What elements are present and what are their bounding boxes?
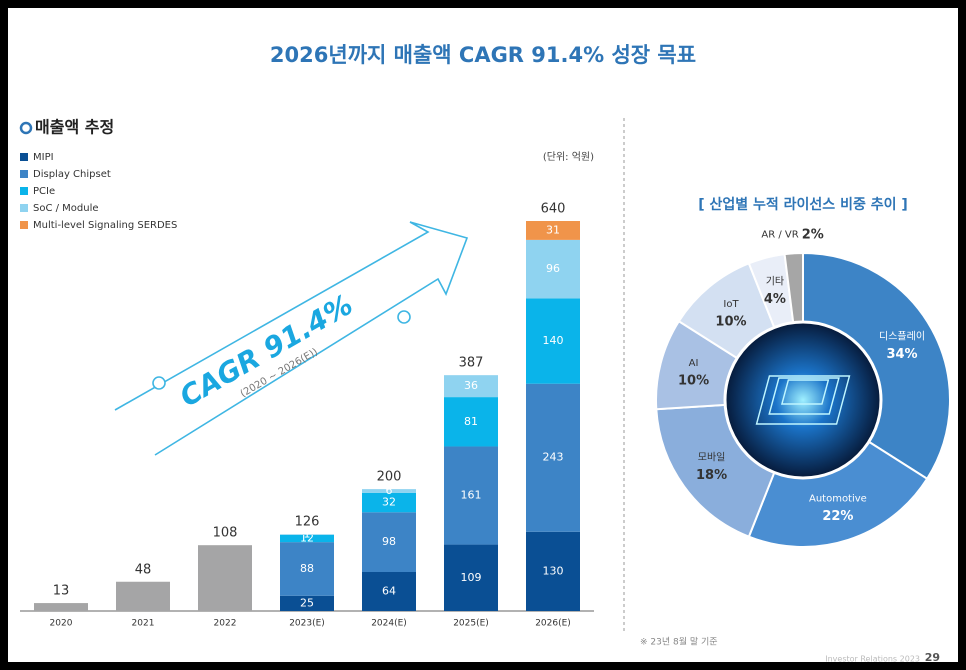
bar-segment — [526, 383, 580, 532]
slice-value: 10% — [715, 314, 746, 329]
section-icon — [19, 121, 33, 135]
cagr-arrow — [114, 221, 469, 456]
segment-label: 98 — [382, 535, 396, 548]
bar-segment — [116, 581, 170, 611]
bar-segment — [362, 492, 416, 513]
bar-value-label: 48 — [135, 562, 152, 577]
slice-value: 34% — [886, 347, 917, 362]
bar-segment — [526, 221, 580, 240]
page-number: 29 — [925, 651, 940, 664]
slice-value: 4% — [764, 292, 786, 307]
slice-name: Automotive — [809, 493, 867, 504]
slice-name: 기타 — [766, 276, 784, 288]
legend-label: PCIe — [33, 186, 55, 197]
slice-value: 10% — [678, 373, 709, 388]
legend-swatch — [20, 221, 28, 229]
bar-segment — [526, 239, 580, 299]
total-label: 200 — [377, 470, 402, 485]
chip-layer — [755, 375, 851, 425]
bar-segment — [362, 489, 416, 493]
arrow-dot — [397, 310, 411, 324]
bar-segment — [526, 298, 580, 384]
pie-title: [ 산업별 누적 라이선스 비중 추이 ] — [698, 196, 907, 213]
legend-swatch — [20, 153, 28, 161]
footnote: ※ 23년 8월 말 기준 — [640, 636, 718, 648]
segment-label: 32 — [382, 496, 396, 509]
x-tick-label: 2021 — [132, 619, 155, 629]
x-tick-label: 2022 — [214, 619, 237, 629]
bar-segment — [526, 531, 580, 611]
segment-label: 243 — [543, 451, 564, 464]
bar-segment — [34, 603, 88, 611]
segment-label: 161 — [461, 489, 482, 502]
legend-swatch — [20, 204, 28, 212]
total-label: 387 — [459, 356, 484, 371]
segment-label: 81 — [464, 415, 478, 428]
arrow-outline — [114, 221, 469, 456]
bar-segment — [362, 512, 416, 572]
bar-value-label: 108 — [213, 526, 238, 541]
segment-label: 140 — [543, 334, 564, 347]
legend-label: SoC / Module — [33, 203, 99, 214]
x-tick-label: 2020 — [50, 619, 73, 629]
slice-name: AI — [689, 358, 699, 369]
segment-label: 88 — [300, 562, 314, 575]
segment-label: 96 — [546, 262, 560, 275]
x-tick-label: 2025(E) — [453, 619, 489, 629]
chip-layer — [768, 377, 840, 415]
bar-segment — [444, 375, 498, 398]
chip-image — [723, 320, 883, 480]
slide-title: 2026년까지 매출액 CAGR 91.4% 성장 목표 — [270, 43, 696, 67]
bar-segment — [280, 542, 334, 596]
bar-segment — [444, 446, 498, 545]
arrow-dot — [152, 376, 166, 390]
segment-label: 36 — [464, 379, 478, 392]
legend-label: Multi-level Signaling SERDES — [33, 220, 177, 231]
legend-label: Display Chipset — [33, 169, 111, 180]
bar-segment — [444, 544, 498, 611]
segment-label: 109 — [461, 571, 482, 584]
bar-segment — [444, 397, 498, 447]
segment-label: 130 — [543, 564, 564, 577]
section-title: 매출액 추정 — [35, 118, 114, 137]
bar-segment — [280, 534, 334, 535]
legend-label: MIPI — [33, 152, 54, 163]
unit-label: (단위: 억원) — [543, 150, 594, 163]
slice-value: 18% — [696, 468, 727, 483]
segment-label: 31 — [546, 223, 560, 236]
x-tick-label: 2026(E) — [535, 619, 571, 629]
slice-name: 디스플레이 — [879, 331, 925, 343]
bar-value-label: 13 — [53, 584, 70, 599]
bar-segment — [198, 545, 252, 611]
bar-segment — [362, 572, 416, 611]
legend-swatch — [20, 187, 28, 195]
segment-label: 64 — [382, 585, 396, 598]
slice-label: AR / VR 2% — [761, 227, 823, 242]
slice-name: IoT — [723, 299, 739, 310]
total-label: 640 — [541, 202, 566, 217]
x-tick-label: 2023(E) — [289, 619, 325, 629]
bar-segment — [280, 595, 334, 611]
total-label: 126 — [295, 515, 320, 530]
footer-text: Investor Relations 2023 — [825, 655, 920, 664]
x-tick-label: 2024(E) — [371, 619, 407, 629]
legend-swatch — [20, 170, 28, 178]
slice-name: AR / VR — [761, 229, 798, 240]
bar-segment — [280, 534, 334, 543]
slice-value: 22% — [822, 509, 853, 524]
chip-layer — [780, 379, 830, 405]
slice-name: 모바일 — [698, 451, 726, 463]
segment-label: 6 — [386, 484, 393, 497]
segment-label: 1 — [304, 528, 311, 541]
slice-value: 2% — [802, 227, 824, 242]
segment-label: 25 — [300, 596, 314, 609]
